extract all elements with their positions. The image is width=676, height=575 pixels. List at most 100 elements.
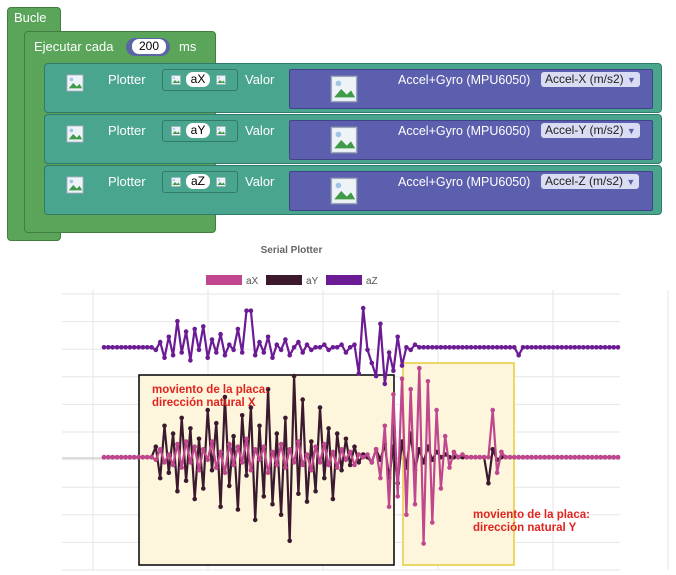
plotter-title: Serial Plotter	[260, 245, 323, 256]
data-point-aZ	[447, 345, 452, 350]
data-point-aY	[278, 512, 284, 517]
data-point-aX	[252, 447, 258, 452]
image-icon	[330, 126, 358, 154]
data-point-aZ	[434, 345, 439, 350]
data-point-aZ	[386, 350, 392, 355]
legend-label-aZ: aZ	[366, 276, 378, 287]
data-point-aZ	[468, 345, 474, 350]
chevron-down-icon: ▼	[626, 177, 636, 187]
data-point-aX	[127, 454, 133, 460]
data-point-aY	[317, 405, 323, 410]
data-point-aX	[369, 460, 375, 465]
data-point-aZ	[404, 345, 409, 350]
data-point-aZ	[214, 350, 219, 355]
measure-dropdown[interactable]: Accel-X (m/s2) ▼	[541, 72, 640, 87]
data-point-aZ	[248, 308, 254, 313]
timer-value-field[interactable]: 200	[132, 39, 166, 54]
data-point-aZ	[473, 345, 478, 350]
data-point-aY	[352, 444, 357, 449]
measure-dropdown[interactable]: Accel-Y (m/s2) ▼	[541, 123, 640, 138]
data-point-aY	[227, 483, 232, 489]
annotation-x-line2: dirección natural X	[152, 397, 256, 409]
data-point-aX	[309, 467, 314, 473]
data-point-aX	[356, 452, 362, 457]
data-point-aX	[607, 454, 612, 460]
data-point-aY	[157, 475, 163, 481]
data-point-aX	[347, 449, 353, 455]
data-point-aY	[214, 420, 219, 426]
sensor-image	[330, 125, 358, 160]
data-point-aX	[399, 376, 405, 381]
serial-plotter-chart: aX aY aZ	[62, 275, 669, 571]
data-point-aX	[412, 501, 418, 507]
data-point-aX	[218, 449, 223, 455]
data-point-aZ	[261, 350, 267, 355]
variable-name-field[interactable]: aY	[186, 123, 210, 138]
data-point-aZ	[395, 334, 401, 340]
data-point-aX	[378, 475, 383, 481]
data-point-aY	[283, 415, 288, 421]
image-icon	[171, 75, 181, 85]
data-point-aY	[274, 431, 280, 436]
data-point-aZ	[602, 345, 608, 350]
data-point-aX	[594, 454, 599, 460]
image-icon	[330, 177, 358, 205]
data-point-aX	[222, 470, 228, 476]
data-point-aX	[270, 449, 275, 455]
data-point-aX	[546, 454, 552, 460]
data-point-aX	[235, 444, 241, 449]
data-point-aZ	[512, 345, 517, 350]
data-point-aX	[261, 444, 267, 449]
data-point-aY	[252, 517, 258, 523]
data-point-aZ	[369, 360, 375, 366]
data-point-aX	[490, 407, 496, 413]
data-point-aZ	[123, 345, 128, 350]
data-point-aX	[455, 454, 461, 460]
data-point-aZ	[460, 345, 465, 350]
data-point-aX	[283, 465, 288, 470]
data-point-aZ	[352, 342, 357, 347]
variable-name-field[interactable]: aX	[186, 72, 210, 87]
data-point-aY	[334, 431, 340, 436]
data-point-aX	[468, 454, 474, 460]
measure-dropdown-value: Accel-X (m/s2)	[545, 72, 624, 86]
measure-dropdown[interactable]: Accel-Z (m/s2) ▼	[541, 174, 640, 189]
data-point-aZ	[538, 345, 543, 350]
data-point-aX	[434, 407, 439, 413]
data-point-aX	[421, 541, 426, 546]
data-point-aY	[326, 426, 331, 431]
data-point-aX	[442, 433, 448, 439]
data-point-aX	[516, 454, 521, 460]
data-point-aX	[589, 454, 595, 460]
variable-right-image	[216, 123, 226, 141]
data-point-aX	[408, 386, 414, 392]
variable-left-image	[171, 123, 181, 141]
data-point-aZ	[114, 345, 120, 350]
plotter-image	[66, 125, 84, 148]
data-point-aX	[481, 454, 487, 460]
data-point-aX	[140, 454, 146, 460]
data-point-aZ	[598, 345, 603, 350]
data-point-aZ	[196, 347, 202, 353]
sensor-name: Accel+Gyro (MPU6050)	[398, 175, 531, 189]
data-point-aX	[287, 447, 293, 452]
data-point-aY	[291, 373, 297, 379]
data-point-aZ	[334, 345, 340, 350]
data-point-aX	[555, 454, 560, 460]
data-point-aZ	[244, 308, 249, 313]
data-point-aX	[343, 457, 349, 463]
data-point-aZ	[278, 347, 284, 353]
data-point-aX	[425, 379, 431, 384]
data-point-aZ	[347, 345, 353, 350]
data-point-aX	[447, 465, 452, 470]
data-point-aZ	[326, 347, 331, 353]
data-point-aZ	[438, 345, 444, 350]
data-point-aY	[356, 460, 362, 465]
data-point-aX	[110, 454, 115, 460]
data-point-aZ	[516, 352, 521, 358]
chevron-down-icon: ▼	[626, 126, 636, 136]
data-point-aZ	[360, 305, 366, 311]
data-point-aZ	[110, 345, 115, 350]
data-point-aX	[395, 494, 401, 499]
variable-name-field[interactable]: aZ	[186, 174, 210, 189]
